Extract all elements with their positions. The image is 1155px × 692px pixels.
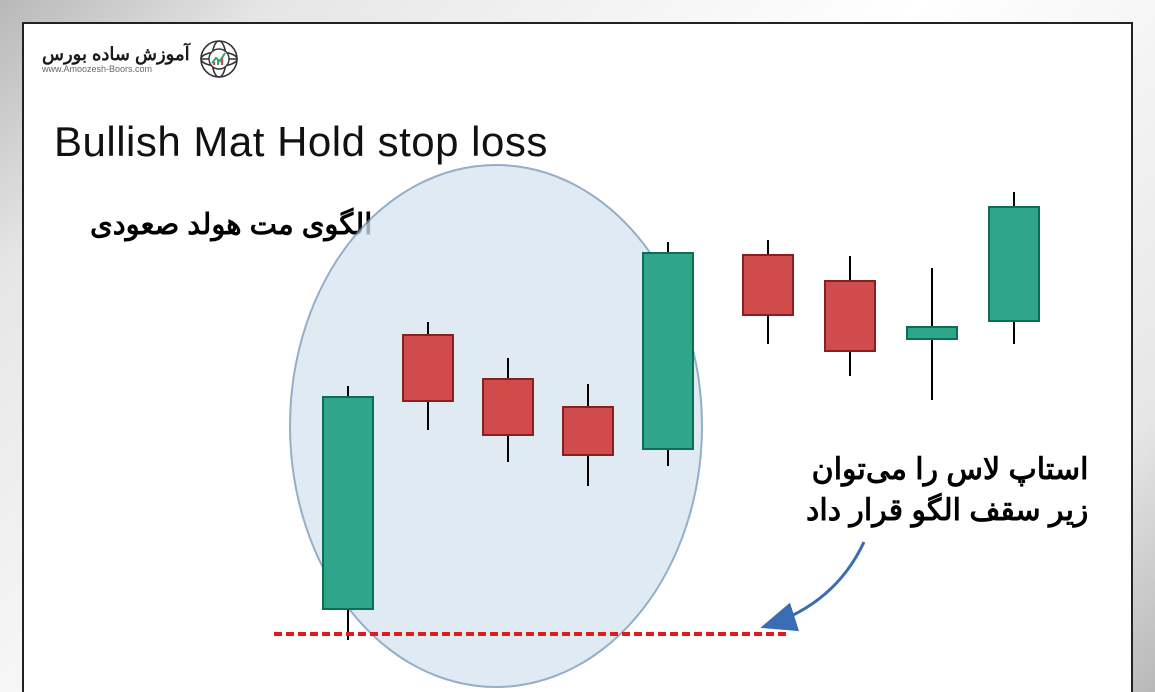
candle-6 [742, 24, 794, 692]
candlestick-chart [24, 24, 1131, 692]
candle-2 [402, 24, 454, 692]
outer-frame: آموزش ساده بورس www.Amoozesh-Boors.com B… [0, 0, 1155, 692]
inner-panel: آموزش ساده بورس www.Amoozesh-Boors.com B… [22, 22, 1133, 692]
candle-4 [562, 24, 614, 692]
candle-9 [988, 24, 1040, 692]
candle-5 [642, 24, 694, 692]
candle-3 [482, 24, 534, 692]
stop-loss-line [274, 632, 786, 636]
candle-8 [906, 24, 958, 692]
candle-7 [824, 24, 876, 692]
candle-1 [322, 24, 374, 692]
